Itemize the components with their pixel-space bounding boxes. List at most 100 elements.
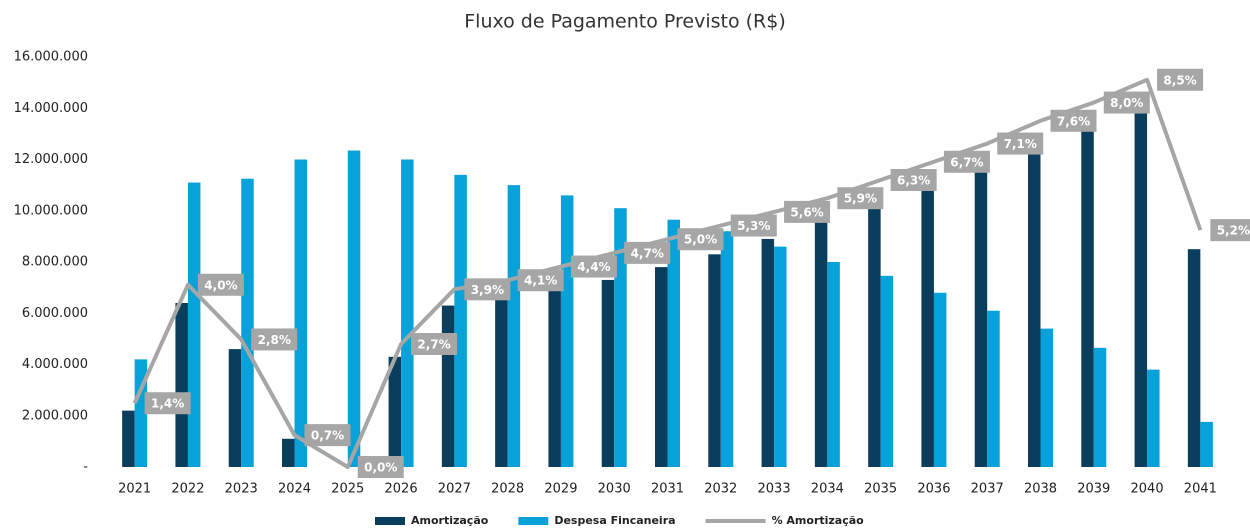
bar xyxy=(827,262,840,467)
x-tick-label: 2033 xyxy=(758,482,791,497)
y-tick-label: 6.000.000 xyxy=(22,306,88,321)
value-label-box xyxy=(357,456,404,478)
bar xyxy=(282,438,295,467)
x-tick-label: 2041 xyxy=(1184,482,1217,497)
value-label-box xyxy=(1210,219,1250,242)
legend-label: Despesa Fincaneira xyxy=(554,514,675,527)
chart-title: Fluxo de Pagamento Previsto (R$) xyxy=(464,11,786,33)
x-tick-label: 2024 xyxy=(278,482,311,497)
value-label-box xyxy=(570,255,617,278)
bar xyxy=(921,190,934,467)
value-label: 5,9% xyxy=(844,192,877,206)
value-label: 0,0% xyxy=(364,461,397,475)
value-label-box xyxy=(890,169,937,191)
bar xyxy=(708,254,721,467)
bar xyxy=(667,219,680,467)
value-label-box xyxy=(730,214,777,237)
value-label-box xyxy=(943,150,990,173)
bar xyxy=(1187,249,1201,467)
y-tick-label: 2.000.000 xyxy=(22,408,88,423)
x-tick-label: 2022 xyxy=(171,482,204,497)
value-label: 6,3% xyxy=(897,174,930,188)
value-label: 6,7% xyxy=(950,155,983,169)
value-label-box xyxy=(411,333,458,355)
bar xyxy=(655,267,668,467)
bar xyxy=(187,182,201,467)
value-label-box xyxy=(517,269,564,292)
bar xyxy=(614,208,627,467)
x-tick-label: 2040 xyxy=(1131,482,1164,497)
bar xyxy=(933,292,947,467)
bar xyxy=(228,349,242,467)
value-label: 5,0% xyxy=(684,233,717,247)
bar xyxy=(774,246,787,467)
bar xyxy=(974,172,988,467)
y-tick-label: 16.000.000 xyxy=(14,50,88,65)
bar xyxy=(1081,131,1094,467)
value-label: 0,7% xyxy=(311,429,344,443)
x-tick-label: 2032 xyxy=(704,482,737,497)
x-tick-label: 2025 xyxy=(331,482,364,497)
value-label: 7,1% xyxy=(1004,137,1037,151)
bar xyxy=(454,174,467,467)
x-tick-label: 2038 xyxy=(1024,482,1057,497)
value-label: 4,4% xyxy=(577,260,610,274)
value-label-box xyxy=(304,424,351,447)
value-label-box xyxy=(784,200,831,223)
legend-label: Amortização xyxy=(411,514,489,527)
x-tick-label: 2027 xyxy=(438,482,471,497)
value-label: 5,3% xyxy=(737,219,770,233)
value-label-box xyxy=(251,328,298,351)
x-tick-label: 2034 xyxy=(811,482,844,497)
legend-swatch xyxy=(375,517,405,525)
value-label-box xyxy=(997,132,1044,155)
bar xyxy=(241,178,254,467)
bar xyxy=(761,238,775,467)
value-label-box xyxy=(197,273,244,296)
bar xyxy=(1028,151,1041,467)
bar xyxy=(495,297,508,467)
bar xyxy=(1040,328,1053,467)
y-tick-label: 8.000.000 xyxy=(22,255,88,270)
x-tick-label: 2030 xyxy=(598,482,631,497)
value-label: 4,7% xyxy=(631,246,664,260)
x-tick-label: 2037 xyxy=(971,482,1004,497)
value-label: 5,6% xyxy=(790,205,823,219)
x-tick-label: 2028 xyxy=(491,482,524,497)
value-label-box xyxy=(1157,68,1204,91)
bar xyxy=(507,185,521,467)
x-tick-label: 2029 xyxy=(544,482,577,497)
bar xyxy=(987,310,1000,467)
value-label: 1,4% xyxy=(151,397,184,411)
x-tick-label: 2026 xyxy=(385,482,418,497)
value-label-box xyxy=(837,187,884,210)
bar xyxy=(175,303,188,467)
value-label: 2,7% xyxy=(417,338,450,352)
value-label: 4,1% xyxy=(524,274,557,288)
value-label: 5,2% xyxy=(1217,224,1250,238)
value-label: 3,9% xyxy=(471,283,504,297)
x-tick-label: 2036 xyxy=(917,482,950,497)
bar xyxy=(601,279,615,467)
y-tick-label: 12.000.000 xyxy=(14,152,88,167)
bar xyxy=(441,305,455,467)
x-tick-label: 2021 xyxy=(118,482,151,497)
x-tick-label: 2031 xyxy=(651,482,684,497)
legend-label: % Amortização xyxy=(772,514,865,527)
value-label-box xyxy=(144,392,191,415)
value-label-box xyxy=(677,228,724,251)
bar xyxy=(1147,369,1160,467)
y-tick-label: - xyxy=(83,460,88,475)
bar xyxy=(122,410,135,467)
value-label-box xyxy=(464,278,511,301)
legend-swatch xyxy=(518,517,549,525)
value-label: 8,5% xyxy=(1163,73,1196,87)
bar xyxy=(814,221,828,467)
bar xyxy=(1134,110,1148,467)
value-label: 7,6% xyxy=(1057,114,1090,128)
value-label: 8,0% xyxy=(1110,96,1143,110)
value-label: 4,0% xyxy=(204,278,237,292)
value-label: 2,8% xyxy=(258,333,291,347)
bar xyxy=(868,205,881,467)
